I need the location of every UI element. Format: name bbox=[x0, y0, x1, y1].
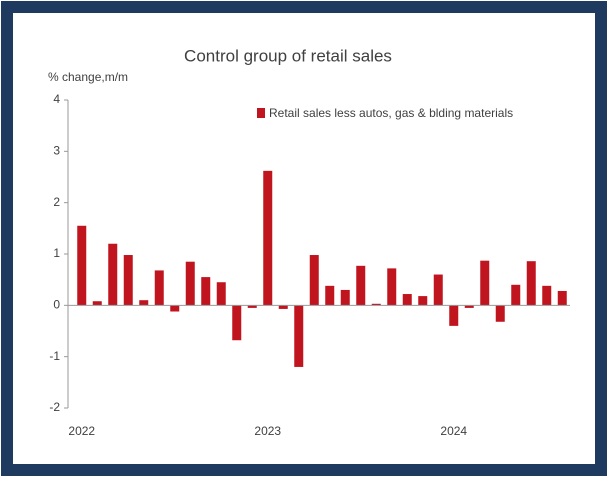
bar bbox=[511, 284, 521, 306]
y-tick-label: 3 bbox=[53, 144, 60, 158]
bar bbox=[263, 170, 273, 306]
y-tick-label: -1 bbox=[49, 349, 60, 363]
legend-label: Retail sales less autos, gas & blding ma… bbox=[269, 106, 513, 120]
bar bbox=[154, 270, 164, 306]
y-tick-label: 1 bbox=[53, 246, 60, 260]
legend-swatch bbox=[257, 108, 265, 118]
bar bbox=[371, 303, 381, 306]
bar bbox=[433, 274, 443, 306]
bar bbox=[309, 255, 319, 306]
bar bbox=[185, 261, 195, 306]
bar bbox=[108, 243, 118, 306]
bar bbox=[123, 255, 133, 306]
bar bbox=[92, 301, 102, 306]
chart-title: Control group of retail sales bbox=[184, 46, 392, 65]
bar bbox=[557, 290, 567, 306]
bar bbox=[418, 296, 428, 306]
x-tick-label: 2022 bbox=[68, 424, 95, 438]
bar bbox=[464, 305, 474, 308]
y-tick-label: 2 bbox=[53, 195, 60, 209]
bar bbox=[480, 260, 490, 306]
bar bbox=[387, 268, 397, 306]
bar bbox=[495, 305, 505, 322]
y-tick-label: -2 bbox=[49, 400, 60, 414]
bar bbox=[247, 305, 257, 308]
bar bbox=[216, 282, 226, 306]
bar bbox=[139, 300, 149, 306]
bar bbox=[402, 294, 412, 306]
x-tick-label: 2023 bbox=[254, 424, 281, 438]
y-axis-label: % change,m/m bbox=[48, 70, 128, 84]
bar bbox=[294, 305, 304, 367]
bar bbox=[325, 285, 335, 306]
y-tick-label: 4 bbox=[53, 92, 60, 106]
bar bbox=[449, 305, 459, 326]
x-tick-label: 2024 bbox=[440, 424, 467, 438]
bar bbox=[232, 305, 242, 341]
bar bbox=[201, 277, 211, 306]
bar bbox=[526, 261, 536, 306]
y-tick-label: 0 bbox=[53, 298, 60, 312]
bar bbox=[356, 265, 366, 306]
bar bbox=[170, 305, 180, 312]
bar bbox=[542, 285, 552, 306]
bar bbox=[278, 305, 288, 309]
bar bbox=[77, 225, 87, 306]
bar bbox=[340, 289, 350, 306]
